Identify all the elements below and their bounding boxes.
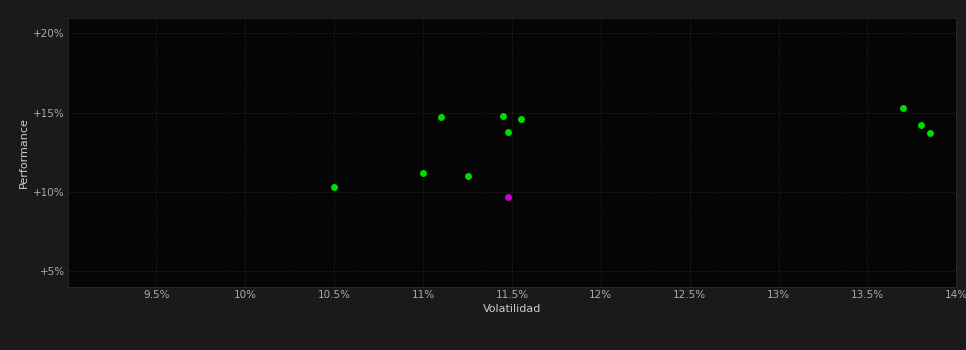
Point <box>327 184 342 190</box>
Point <box>460 173 475 179</box>
Y-axis label: Performance: Performance <box>19 117 29 188</box>
Point <box>895 105 911 111</box>
Point <box>500 194 516 199</box>
Point <box>415 170 431 176</box>
Point <box>500 129 516 134</box>
Point <box>913 122 928 128</box>
Point <box>433 114 448 120</box>
Point <box>922 131 937 136</box>
X-axis label: Volatilidad: Volatilidad <box>483 304 541 314</box>
Point <box>513 116 528 122</box>
Point <box>496 113 511 119</box>
